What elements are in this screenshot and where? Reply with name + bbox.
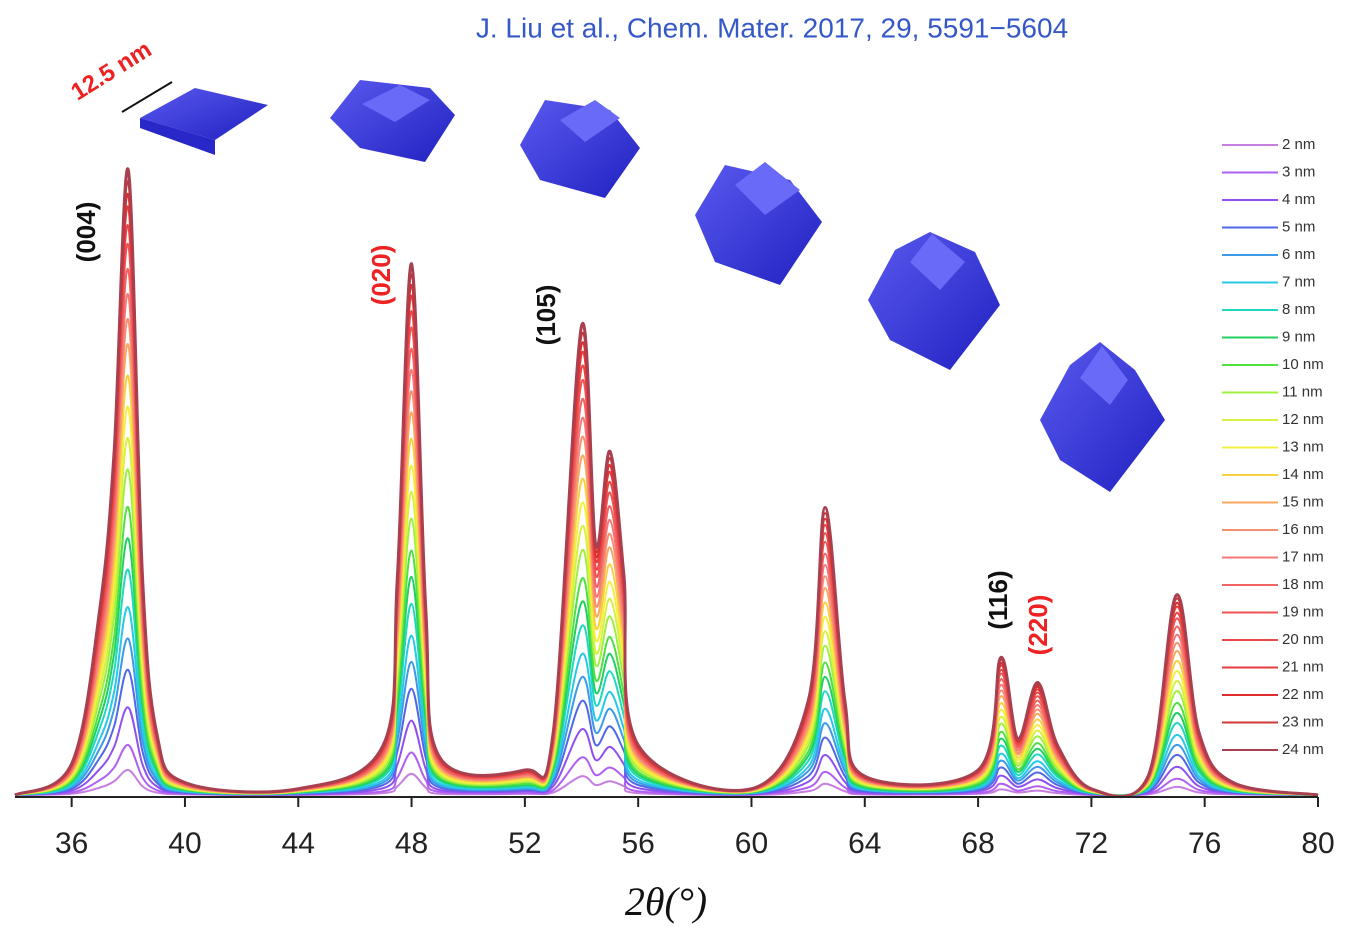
legend-label: 6 nm bbox=[1282, 246, 1315, 263]
legend-label: 19 nm bbox=[1282, 603, 1324, 620]
x-tick-label: 64 bbox=[848, 827, 881, 860]
spectrum-line bbox=[15, 244, 1318, 797]
legend-label: 5 nm bbox=[1282, 218, 1315, 235]
legend-label: 4 nm bbox=[1282, 191, 1315, 208]
legend-label: 15 nm bbox=[1282, 493, 1324, 510]
legend-label: 8 nm bbox=[1282, 301, 1315, 318]
legend-label: 20 nm bbox=[1282, 631, 1324, 648]
legend-label: 9 nm bbox=[1282, 328, 1315, 345]
spectrum-line bbox=[15, 169, 1318, 797]
peak-label: (220) bbox=[1023, 595, 1053, 656]
x-tick-label: 60 bbox=[735, 827, 768, 860]
x-tick-label: 48 bbox=[395, 827, 428, 860]
spectrum-line bbox=[15, 225, 1318, 797]
legend-label: 2 nm bbox=[1282, 136, 1315, 153]
legend-label: 23 nm bbox=[1282, 713, 1324, 730]
x-tick-label: 72 bbox=[1075, 827, 1108, 860]
spectrum-line bbox=[15, 438, 1318, 796]
x-tick-label: 76 bbox=[1188, 827, 1221, 860]
legend-label: 11 nm bbox=[1282, 383, 1323, 400]
x-tick-label: 68 bbox=[961, 827, 994, 860]
legend-label: 10 nm bbox=[1282, 356, 1324, 373]
spectrum-line bbox=[15, 181, 1318, 796]
legend-label: 17 nm bbox=[1282, 548, 1324, 565]
legend-label: 13 nm bbox=[1282, 438, 1324, 455]
spectrum-line bbox=[15, 269, 1318, 797]
legend-label: 18 nm bbox=[1282, 576, 1324, 593]
chart: J. Liu et al., Chem. Mater. 2017, 29, 55… bbox=[0, 0, 1348, 934]
legend-label: 24 nm bbox=[1282, 741, 1324, 758]
x-tick-label: 56 bbox=[621, 827, 654, 860]
spectrum-line bbox=[15, 570, 1318, 796]
x-axis-label: 2θ(°) bbox=[625, 879, 707, 924]
peak-label: (105) bbox=[531, 285, 561, 346]
x-tick-label: 80 bbox=[1301, 827, 1334, 860]
peak-label: (020) bbox=[366, 245, 396, 306]
spectrum-line bbox=[15, 469, 1318, 795]
legend-label: 22 nm bbox=[1282, 686, 1324, 703]
legend-label: 16 nm bbox=[1282, 521, 1324, 538]
crystals bbox=[122, 80, 1165, 492]
spectrum-line bbox=[15, 538, 1318, 796]
peak-label: (004) bbox=[71, 202, 101, 263]
source: J. Liu et al., Chem. Mater. 2017, 29, 55… bbox=[476, 12, 1068, 43]
legend-label: 14 nm bbox=[1282, 466, 1324, 483]
plot-area bbox=[15, 169, 1318, 797]
x-tick-label: 44 bbox=[282, 827, 315, 860]
x-tick-label: 52 bbox=[508, 827, 541, 860]
spectrum-line bbox=[15, 206, 1318, 796]
legend-label: 21 nm bbox=[1282, 658, 1324, 675]
peak-label: (116) bbox=[983, 570, 1013, 629]
legend-label: 12 nm bbox=[1282, 411, 1324, 428]
spectrum-line bbox=[15, 194, 1318, 797]
legend-label: 3 nm bbox=[1282, 163, 1315, 180]
x-tick-label: 36 bbox=[55, 827, 88, 860]
size-label: 12.5 nm bbox=[66, 36, 156, 106]
legend-label: 7 nm bbox=[1282, 273, 1315, 290]
x-tick-label: 40 bbox=[168, 827, 201, 860]
spectrum-line bbox=[15, 607, 1318, 795]
spectrum-line bbox=[15, 507, 1318, 796]
